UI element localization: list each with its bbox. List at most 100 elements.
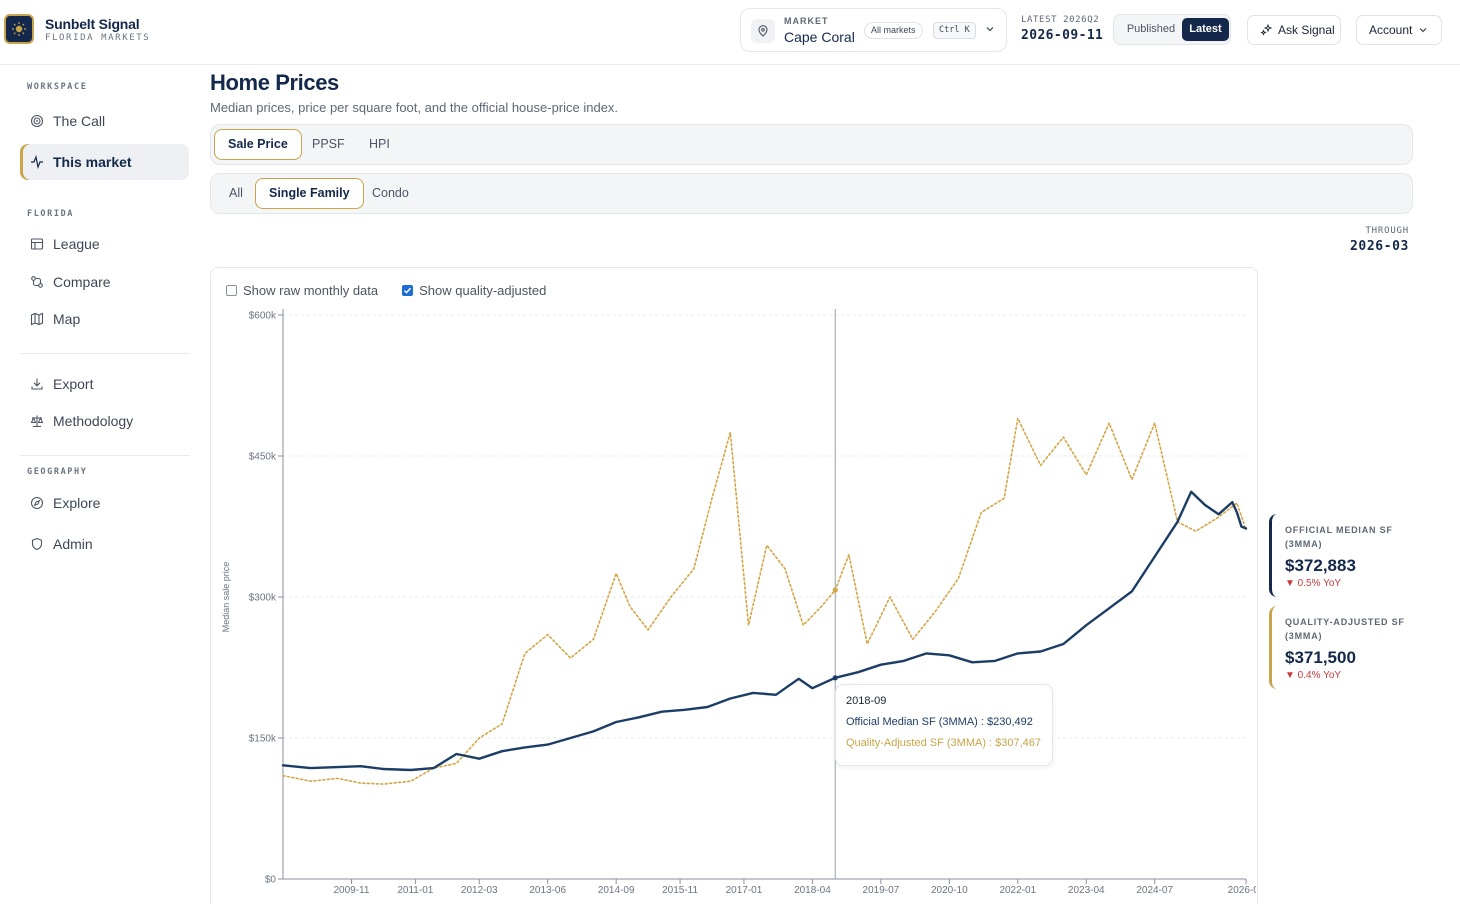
chart-card: [210, 267, 1258, 904]
x-tick-label: 2014-09: [598, 885, 635, 896]
sidebar-item-label: Admin: [53, 536, 93, 552]
sidebar-item-map[interactable]: Map: [20, 301, 189, 337]
stat-label: QUALITY-ADJUSTED SF (3MMA): [1285, 617, 1405, 641]
published-toggle: Published Latest: [1113, 14, 1231, 45]
sidebar-divider: [20, 455, 189, 456]
x-tick-label: 2022-01: [999, 885, 1036, 896]
metric-tabs: Sale Price PPSF HPI: [210, 124, 1413, 165]
property-type-tabs: All Single Family Condo: [210, 173, 1413, 214]
check-icon: [404, 287, 412, 294]
x-tick-label: 2015-11: [662, 885, 698, 896]
tab-hpi[interactable]: HPI: [369, 137, 390, 151]
app-header: Sunbelt Signal FLORIDA MARKETS MARKET Ca…: [0, 0, 1460, 65]
show-quality-checkbox[interactable]: [402, 285, 414, 296]
sidebar-item-label: Compare: [53, 274, 111, 290]
section-workspace: WORKSPACE: [27, 82, 88, 92]
show-raw-checkbox[interactable]: [226, 285, 237, 296]
x-tick-label: 2026-03: [1228, 885, 1256, 896]
sidebar-item-admin[interactable]: Admin: [20, 526, 189, 562]
x-tick-label: 2011-01: [397, 885, 433, 896]
account-label: Account: [1369, 23, 1413, 37]
show-quality-label[interactable]: Show quality-adjusted: [419, 283, 547, 298]
sidebar-item-league[interactable]: League: [20, 226, 189, 262]
tab-single-family[interactable]: Single Family: [255, 178, 364, 209]
tab-sale-price[interactable]: Sale Price: [214, 129, 302, 160]
account-menu[interactable]: Account: [1356, 15, 1442, 45]
tab-all[interactable]: All: [229, 186, 243, 200]
published-button[interactable]: Published: [1126, 23, 1176, 35]
page-subtitle: Median prices, price per square foot, an…: [210, 100, 619, 115]
tooltip-quality: Quality-Adjusted SF (3MMA) : $307,467: [846, 737, 1042, 749]
latest-label: LATEST 2026Q2: [1021, 15, 1100, 25]
y-tick-label: $300k: [249, 593, 277, 604]
shield-icon: [31, 537, 43, 551]
chevron-down-icon: [1419, 28, 1427, 33]
y-tick-label: $150k: [249, 734, 277, 745]
stat-card-quality: QUALITY-ADJUSTED SF (3MMA) $371,500 ▼ 0.…: [1269, 606, 1414, 689]
market-value: Cape Coral: [784, 29, 855, 45]
y-axis-label: Median sale price: [221, 562, 231, 633]
latest-button[interactable]: Latest: [1182, 18, 1229, 41]
tab-ppsf[interactable]: PPSF: [312, 137, 345, 151]
section-florida: FLORIDA: [27, 209, 75, 219]
stat-value: $371,500: [1285, 648, 1356, 667]
tooltip-official: Official Median SF (3MMA) : $230,492: [846, 716, 1033, 728]
hover-point-official: [832, 675, 838, 681]
tab-condo[interactable]: Condo: [372, 186, 409, 200]
sidebar-item-label: The Call: [53, 113, 106, 129]
stat-yoy: ▼ 0.5% YoY: [1285, 578, 1342, 589]
sidebar-item-label: League: [53, 236, 100, 252]
brand-title: Sunbelt Signal: [45, 16, 140, 32]
x-tick-label: 2023-04: [1068, 885, 1105, 896]
brand-subtitle: FLORIDA MARKETS: [45, 33, 151, 43]
logo[interactable]: [4, 14, 34, 44]
compass-icon: [30, 496, 44, 510]
sidebar-item-export[interactable]: Export: [20, 366, 189, 402]
stat-label: OFFICIAL MEDIAN SF (3MMA): [1285, 525, 1393, 549]
shortcut-hint: Ctrl K: [933, 22, 976, 39]
x-tick-label: 2018-04: [794, 885, 831, 896]
tooltip-date: 2018-09: [846, 695, 887, 707]
chart-options: Show raw monthly data Show quality-adjus…: [226, 283, 546, 298]
series-line-official: [281, 490, 1248, 772]
sidebar-item-methodology[interactable]: Methodology: [20, 403, 189, 439]
target-icon: [30, 114, 44, 128]
x-tick-label: 2019-07: [863, 885, 900, 896]
through-label: THROUGH: [1365, 226, 1409, 236]
pulse-icon: [31, 155, 43, 169]
market-selector[interactable]: MARKET Cape Coral All markets Ctrl K: [740, 8, 1007, 52]
market-label: MARKET: [784, 16, 829, 26]
section-geography: GEOGRAPHY: [27, 467, 88, 477]
sidebar-divider: [20, 353, 189, 354]
series-line-quality: [282, 417, 1247, 785]
sparkle-icon: [1260, 23, 1273, 36]
x-tick-label: 2017-01: [726, 885, 763, 896]
map-icon: [30, 312, 44, 326]
sidebar-item-compare[interactable]: Compare: [20, 264, 189, 300]
sidebar-item-explore[interactable]: Explore: [20, 485, 189, 521]
sidebar: WORKSPACE The Call This market FLORIDA L…: [0, 65, 200, 904]
x-tick-label: 2009-11: [333, 885, 369, 896]
through-value: 2026-03: [1350, 239, 1409, 254]
show-raw-label[interactable]: Show raw monthly data: [243, 283, 379, 298]
compare-icon: [31, 276, 43, 288]
all-markets-chip[interactable]: All markets: [864, 22, 923, 39]
ask-signal-label: Ask Signal: [1278, 23, 1335, 37]
x-tick-label: 2024-07: [1136, 885, 1173, 896]
sidebar-item-label: Export: [53, 376, 94, 392]
download-icon: [31, 378, 43, 390]
page-title: Home Prices: [210, 70, 339, 95]
sidebar-item-label: Methodology: [53, 413, 134, 429]
sidebar-item-the-call[interactable]: The Call: [20, 103, 189, 139]
stat-value: $372,883: [1285, 556, 1356, 575]
chevron-down-icon[interactable]: [985, 24, 995, 34]
stat-yoy: ▼ 0.4% YoY: [1285, 670, 1342, 681]
sidebar-item-this-market[interactable]: This market: [20, 144, 189, 180]
y-tick-label: $600k: [249, 311, 277, 322]
sidebar-item-label: This market: [53, 154, 132, 170]
sidebar-item-label: Explore: [53, 495, 101, 511]
sidebar-item-label: Map: [53, 311, 81, 327]
x-tick-label: 2012-03: [461, 885, 498, 896]
ask-signal-button[interactable]: Ask Signal: [1247, 15, 1341, 45]
price-chart[interactable]: $0 $150k $300k $450k $600k 2009-11 2011-01 2012…: [210, 300, 1256, 904]
